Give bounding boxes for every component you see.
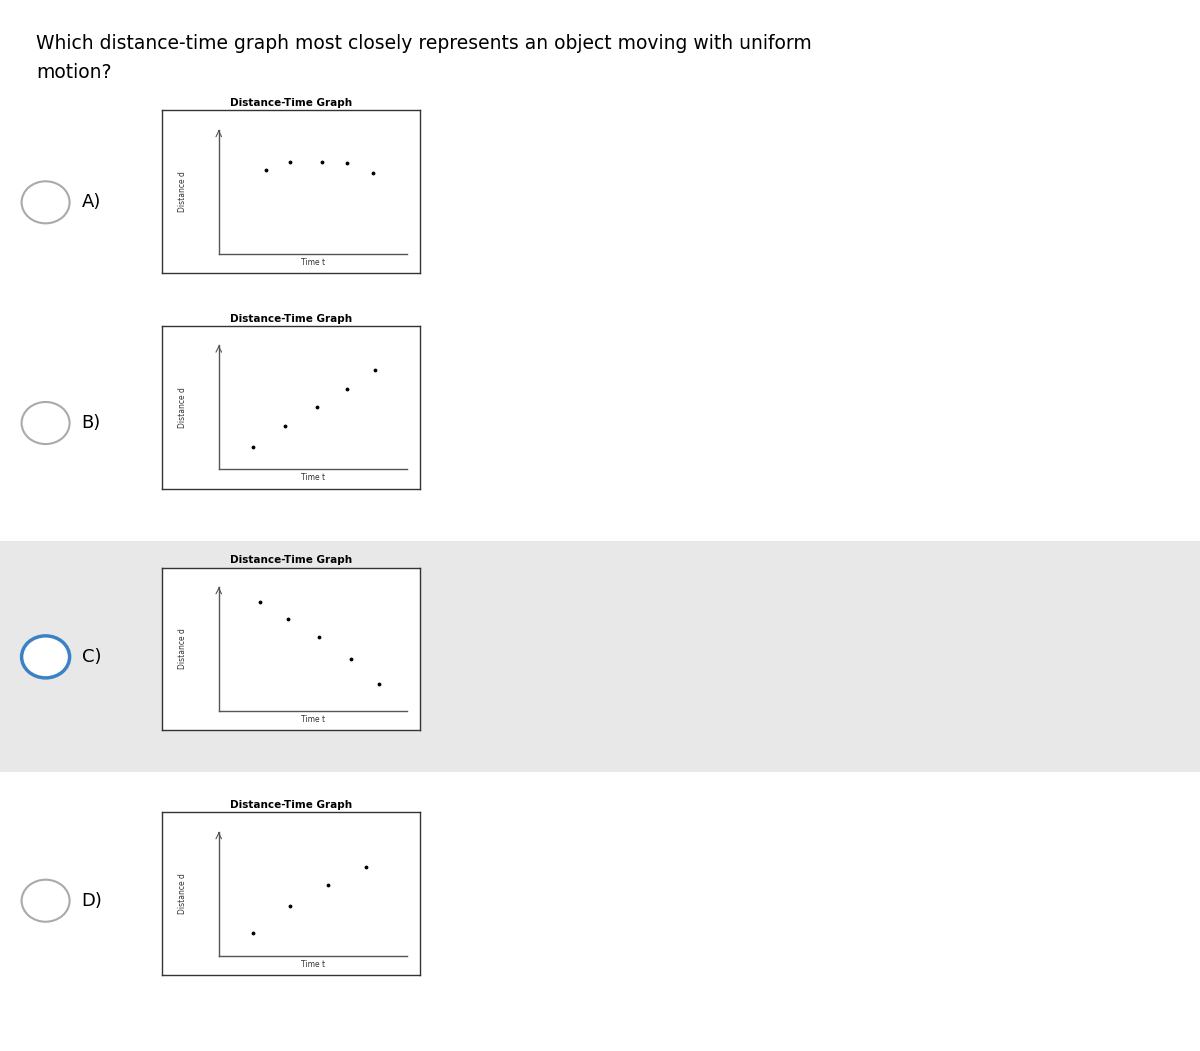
Text: Distance d: Distance d [178, 171, 187, 212]
Title: Distance-Time Graph: Distance-Time Graph [230, 313, 352, 324]
Title: Distance-Time Graph: Distance-Time Graph [230, 555, 352, 565]
Text: Distance d: Distance d [178, 387, 187, 428]
Text: Time t: Time t [301, 960, 325, 969]
Text: A): A) [82, 193, 101, 211]
Text: Distance d: Distance d [178, 873, 187, 914]
Text: D): D) [82, 891, 102, 910]
Text: Time t: Time t [301, 257, 325, 267]
Text: motion?: motion? [36, 63, 112, 82]
Text: Time t: Time t [301, 715, 325, 724]
Text: B): B) [82, 414, 101, 432]
Text: C): C) [82, 647, 101, 666]
Text: Which distance-time graph most closely represents an object moving with uniform: Which distance-time graph most closely r… [36, 34, 811, 53]
Title: Distance-Time Graph: Distance-Time Graph [230, 98, 352, 108]
Text: Distance d: Distance d [178, 628, 187, 669]
Title: Distance-Time Graph: Distance-Time Graph [230, 800, 352, 810]
Text: Time t: Time t [301, 473, 325, 482]
